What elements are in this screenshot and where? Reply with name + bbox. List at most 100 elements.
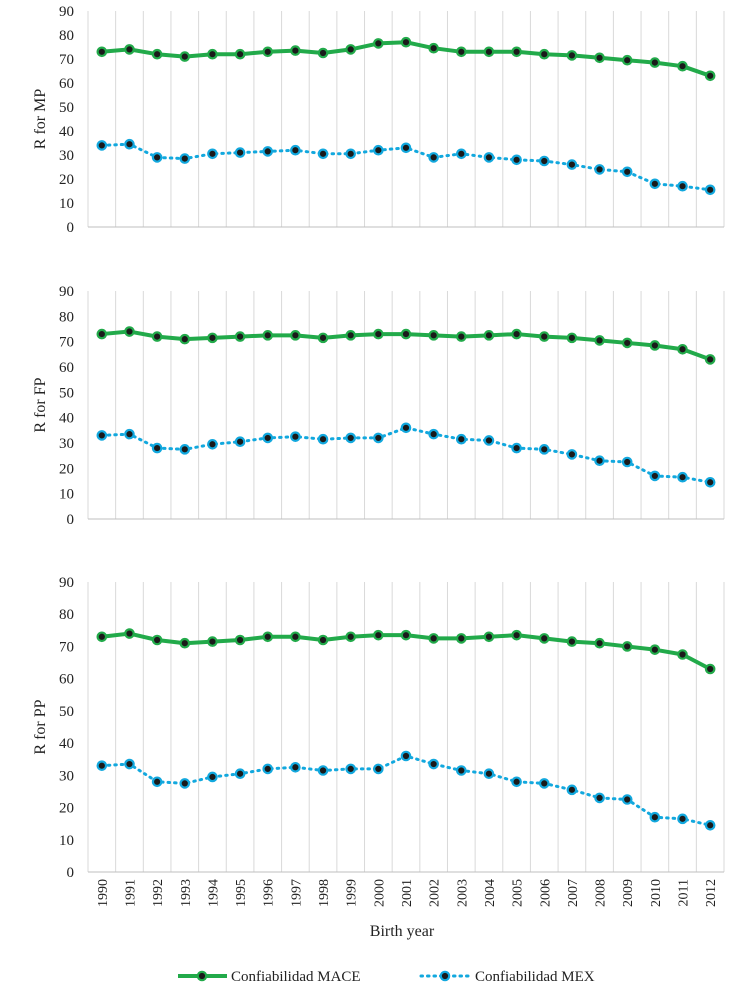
mace-data-point bbox=[511, 629, 522, 641]
y-tick-label: 50 bbox=[59, 100, 74, 116]
mace-data-point bbox=[594, 637, 605, 649]
mace-data-point bbox=[373, 38, 384, 49]
mex-data-point bbox=[373, 144, 384, 156]
mex-series-line bbox=[100, 426, 712, 484]
mex-data-point bbox=[428, 152, 439, 163]
mex-data-point bbox=[566, 784, 578, 796]
mace-data-point bbox=[290, 631, 301, 643]
x-tick-label: 2000 bbox=[372, 879, 387, 907]
y-tick-label: 20 bbox=[59, 801, 74, 817]
mace-data-point bbox=[345, 631, 356, 643]
mace-data-point bbox=[538, 48, 550, 60]
mex-data-point bbox=[483, 435, 495, 446]
mace-data-point bbox=[151, 331, 163, 342]
mex-data-point bbox=[594, 164, 605, 175]
x-tick-label: 1994 bbox=[206, 879, 221, 907]
mace-data-point bbox=[234, 634, 246, 646]
y-tick-label: 10 bbox=[59, 487, 74, 503]
x-tick-label: 2007 bbox=[566, 879, 581, 907]
x-tick-label: 2009 bbox=[621, 879, 636, 907]
mace-data-point bbox=[566, 50, 578, 61]
x-tick-label: 1995 bbox=[234, 879, 249, 907]
mex-data-point bbox=[317, 148, 329, 160]
mace-data-point bbox=[262, 631, 274, 643]
mex-data-point bbox=[124, 138, 135, 150]
mex-data-point bbox=[428, 428, 439, 440]
mace-data-point bbox=[456, 331, 467, 342]
mace-data-point bbox=[594, 335, 605, 346]
y-tick-label: 60 bbox=[59, 672, 74, 688]
mex-data-point bbox=[566, 449, 578, 460]
mace-data-point bbox=[151, 48, 163, 60]
mex-data-point bbox=[621, 166, 633, 178]
y-tick-label: 90 bbox=[59, 284, 74, 300]
x-tick-label: 1996 bbox=[262, 879, 277, 907]
mace-data-point bbox=[96, 631, 108, 643]
x-tick-label: 2008 bbox=[594, 879, 609, 907]
x-tick-label: 2011 bbox=[677, 879, 692, 906]
mex-data-point bbox=[290, 761, 301, 773]
x-axis-title: Birth year bbox=[370, 923, 435, 940]
mace-data-point bbox=[511, 46, 522, 58]
mace-data-point bbox=[124, 326, 135, 337]
mex-data-point bbox=[262, 763, 274, 775]
mace-data-point bbox=[179, 637, 191, 649]
mex-data-point bbox=[538, 155, 550, 167]
mace-data-point bbox=[483, 330, 495, 341]
mex-data-point bbox=[538, 444, 550, 455]
y-tick-label: 10 bbox=[59, 196, 74, 212]
mex-data-point bbox=[621, 456, 633, 468]
legend-label-mace: Confiabilidad MACE bbox=[231, 969, 361, 985]
mex-data-point bbox=[483, 152, 495, 163]
mex-data-point bbox=[677, 471, 688, 483]
mace-data-point bbox=[566, 332, 578, 344]
mex-data-point bbox=[96, 430, 108, 441]
y-tick-label: 60 bbox=[59, 360, 74, 376]
y-tick-label: 70 bbox=[59, 335, 74, 351]
mex-data-point bbox=[345, 432, 356, 444]
y-tick-label: 90 bbox=[59, 575, 74, 591]
x-tick-label: 1999 bbox=[345, 879, 360, 907]
mex-data-point bbox=[179, 778, 191, 789]
mex-data-point bbox=[483, 768, 495, 780]
legend-label-mex: Confiabilidad MEX bbox=[475, 969, 595, 985]
mex-data-point bbox=[262, 432, 274, 444]
mace-data-point bbox=[96, 46, 108, 58]
mex-data-point bbox=[704, 184, 716, 196]
x-tick-label: 2012 bbox=[704, 879, 719, 907]
y-tick-label: 0 bbox=[67, 512, 75, 528]
mex-data-point bbox=[234, 147, 246, 158]
mace-data-point bbox=[234, 331, 246, 342]
mex-data-point bbox=[456, 148, 467, 160]
mex-data-point bbox=[566, 159, 578, 170]
y-axis-title: R for FP bbox=[32, 377, 49, 432]
mex-data-point bbox=[151, 442, 163, 454]
mex-data-point bbox=[290, 431, 301, 442]
y-tick-label: 10 bbox=[59, 833, 74, 849]
mex-data-point bbox=[649, 178, 661, 190]
legend-marker-mex bbox=[439, 970, 451, 982]
mex-data-point bbox=[373, 432, 384, 444]
mace-data-point bbox=[124, 628, 135, 639]
mex-data-point bbox=[400, 422, 412, 434]
mace-data-point bbox=[566, 636, 578, 647]
mace-data-point bbox=[677, 343, 688, 355]
mace-data-point bbox=[621, 641, 633, 652]
mex-data-point bbox=[649, 811, 661, 823]
mex-data-point bbox=[151, 776, 163, 788]
mace-data-point bbox=[456, 633, 467, 644]
mex-data-point bbox=[179, 153, 191, 164]
mex-data-point bbox=[677, 180, 688, 192]
y-tick-label: 40 bbox=[59, 411, 74, 427]
x-tick-label: 2004 bbox=[483, 879, 498, 907]
y-axis-title: R for PP bbox=[32, 699, 49, 754]
mace-data-point bbox=[483, 631, 495, 643]
mex-data-point bbox=[124, 758, 135, 770]
mace-data-point bbox=[538, 633, 550, 644]
mex-data-point bbox=[373, 763, 384, 775]
y-tick-label: 0 bbox=[67, 220, 75, 236]
y-tick-label: 50 bbox=[59, 704, 74, 720]
mex-data-point bbox=[428, 758, 439, 770]
mace-data-point bbox=[456, 46, 467, 58]
